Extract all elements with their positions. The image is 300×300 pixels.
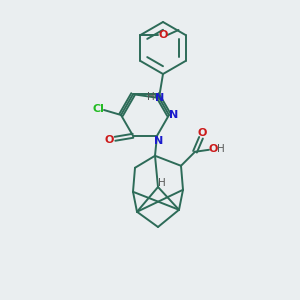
Text: O: O [104,135,114,145]
Text: H: H [158,178,166,188]
Text: H: H [147,92,155,102]
Text: N: N [154,136,164,146]
Text: Cl: Cl [92,104,104,114]
Text: N: N [155,93,165,103]
Text: O: O [208,144,218,154]
Text: N: N [169,110,178,120]
Text: O: O [159,30,168,40]
Text: O: O [197,128,207,138]
Text: H: H [217,144,225,154]
